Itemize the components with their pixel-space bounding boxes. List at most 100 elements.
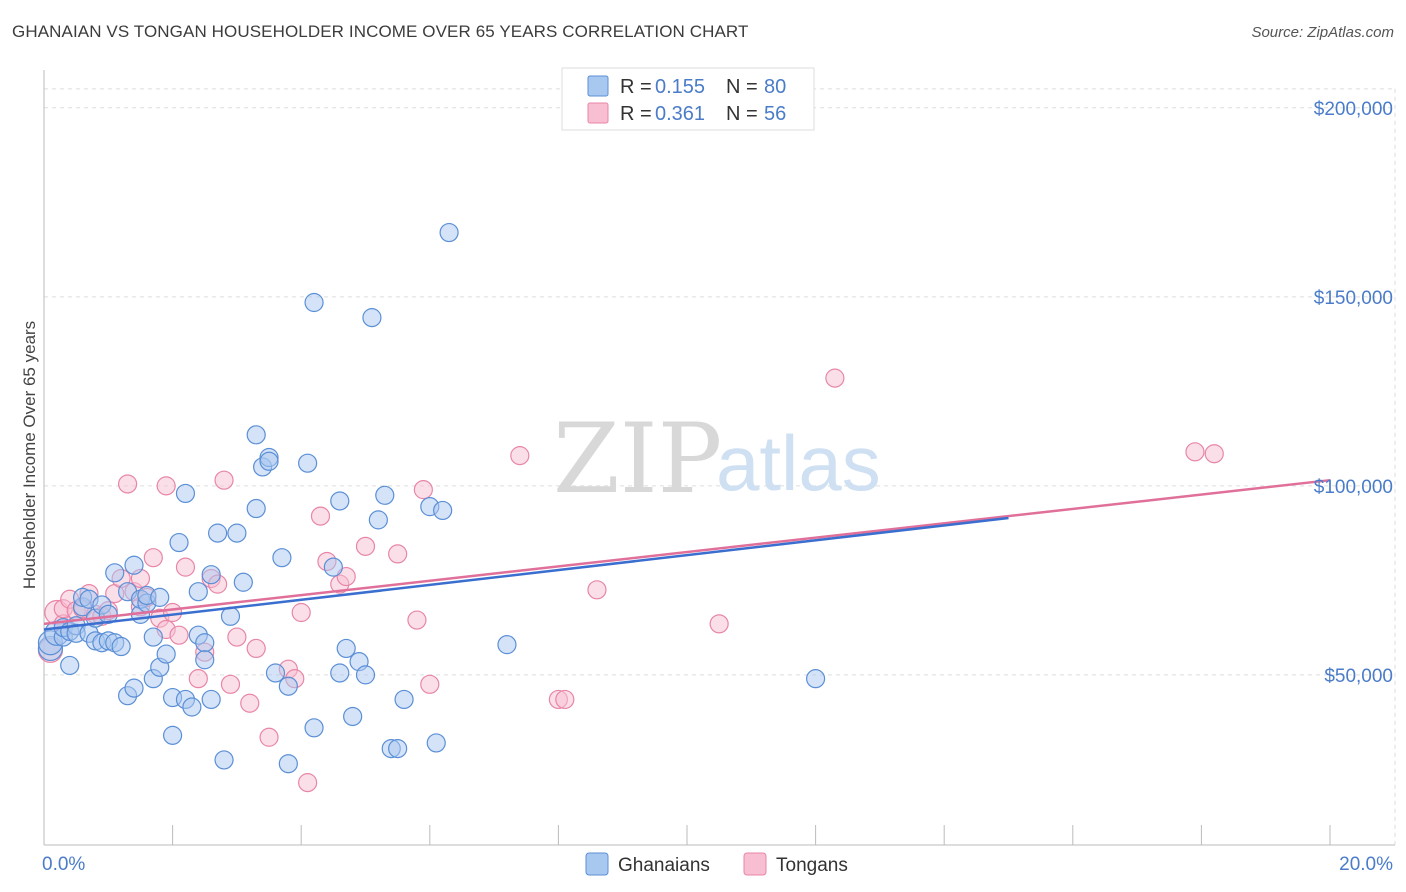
chart-title: GHANAIAN VS TONGAN HOUSEHOLDER INCOME OV… — [12, 22, 749, 41]
tongan-point-13 — [117, 474, 138, 494]
ghanaian-point-6 — [60, 655, 80, 676]
ghanaian-point-80 — [439, 222, 459, 243]
ghanaian-point-43 — [195, 633, 215, 653]
ghanaian-point-46 — [201, 565, 221, 585]
axes — [43, 70, 1395, 846]
ghanaian-point-71 — [362, 308, 382, 328]
ghanaian-point-44 — [195, 650, 215, 670]
tongan-point-32 — [240, 693, 260, 713]
tongan-point-38 — [298, 773, 318, 793]
ghanaian-point-40 — [182, 697, 202, 717]
ghanaian-point-59 — [278, 754, 298, 774]
ghanaian-point-25 — [124, 678, 144, 698]
legend-r-value-1: 0.155 — [655, 76, 705, 98]
legend-r-value-2: 0.361 — [655, 103, 705, 125]
ghanaian-point-79 — [433, 500, 453, 521]
y-tick-label-3: $200,000 — [1314, 99, 1393, 120]
tongan-point-55 — [1204, 444, 1224, 464]
tongan-point-21 — [156, 476, 176, 496]
tongan-point-29 — [214, 470, 234, 490]
legend-swatch-ghanaians — [587, 75, 609, 97]
ghanaian-point-64 — [323, 557, 343, 577]
y-tick-label-2: $150,000 — [1314, 288, 1393, 309]
tongan-point-45 — [407, 610, 427, 630]
tongan-point-47 — [420, 674, 440, 694]
x-tick-label-0: 0.0% — [42, 854, 85, 875]
legend-r-label-1: R = — [620, 76, 652, 98]
tongan-point-43 — [355, 536, 376, 556]
tongan-trend-line — [43, 478, 1331, 626]
tongan-point-42 — [336, 566, 356, 587]
ghanaian-point-67 — [336, 638, 356, 659]
tongan-point-44 — [388, 544, 408, 564]
legend: R = 0.155 N = 80 R = 0.361 N = 56 — [561, 67, 815, 131]
ghanaian-point-52 — [246, 498, 266, 519]
ghanaian-point-49 — [220, 606, 241, 626]
ghanaian-point-62 — [304, 292, 324, 313]
ghanaian-point-47 — [208, 523, 228, 543]
ghanaian-point-41 — [188, 582, 208, 602]
ghanaian-point-81 — [497, 635, 517, 655]
legend-swatch-tongans — [587, 102, 609, 124]
y-tick-label-0: $50,000 — [1324, 666, 1393, 687]
watermark-atlas: atlas — [716, 419, 881, 507]
x-tick-label-1: 20.0% — [1339, 854, 1393, 875]
tongan-point-31 — [227, 627, 247, 647]
ghanaian-point-82 — [805, 669, 826, 689]
ghanaian-point-36 — [163, 725, 183, 745]
ghanaian-point-24 — [124, 555, 144, 575]
ghanaian-point-70 — [355, 665, 376, 685]
ghanaian-point-56 — [259, 451, 279, 471]
watermark: ZIP atlas — [553, 403, 881, 515]
ghanaian-point-48 — [214, 750, 234, 770]
ghanaian-point-73 — [375, 485, 395, 505]
bottom-legend: Ghanaians Tongans — [585, 852, 848, 876]
bottom-legend-swatch-ghanaians — [585, 852, 609, 876]
watermark-zip: ZIP — [553, 403, 722, 515]
legend-n-value-2: 56 — [764, 103, 786, 125]
ghanaian-point-75 — [388, 738, 408, 759]
ghanaian-point-57 — [265, 663, 286, 683]
ghanaian-point-63 — [304, 718, 324, 738]
y-axis-label: Householder Income Over 65 years — [20, 321, 39, 589]
ghanaian-point-61 — [298, 453, 318, 473]
x-tick-labels: 0.0% 20.0% — [42, 854, 1393, 875]
y-tick-labels: $50,000 $100,000 $150,000 $200,000 — [1314, 99, 1393, 687]
bottom-legend-ghanaians: Ghanaians — [618, 855, 710, 876]
ghanaian-point-78 — [426, 733, 446, 753]
tongan-point-48 — [510, 446, 530, 466]
tongan-point-34 — [259, 727, 279, 747]
ghanaian-point-34 — [156, 644, 176, 664]
ghanaian-point-51 — [233, 572, 253, 592]
legend-n-label-2: N = — [726, 103, 758, 125]
ghanaian-point-33 — [150, 587, 170, 607]
tongan-point-23 — [169, 625, 189, 645]
ghanaian-point-65 — [330, 491, 350, 511]
ghanaian-point-66 — [330, 663, 350, 683]
ghanaian-point-58 — [272, 548, 292, 568]
ghanaian-trend-line — [43, 516, 1009, 631]
tongan-point-50 — [555, 689, 575, 710]
ghanaian-point-76 — [394, 689, 414, 710]
tongan-point-25 — [188, 669, 208, 689]
tongan-point-52 — [709, 614, 729, 634]
ghanaian-point-72 — [368, 510, 388, 530]
y-tick-label-1: $100,000 — [1314, 477, 1393, 498]
bottom-legend-swatch-tongans — [743, 852, 767, 876]
ghanaian-point-19 — [105, 563, 125, 583]
tongan-point-39 — [310, 506, 331, 526]
trend-lines — [43, 478, 1331, 631]
tongan-point-30 — [220, 674, 241, 694]
tongan-point-53 — [825, 368, 845, 388]
ghanaian-point-68 — [343, 706, 363, 727]
ghanaian-point-53 — [246, 425, 266, 445]
legend-n-value-1: 80 — [764, 76, 786, 98]
tongan-point-46 — [413, 480, 433, 500]
tongan-point-51 — [587, 580, 607, 600]
ghanaian-point-31 — [143, 627, 163, 647]
legend-n-label-1: N = — [726, 76, 758, 98]
ghanaian-point-45 — [201, 689, 221, 710]
tongan-point-18 — [143, 548, 163, 568]
ghanaian-point-37 — [169, 532, 189, 553]
